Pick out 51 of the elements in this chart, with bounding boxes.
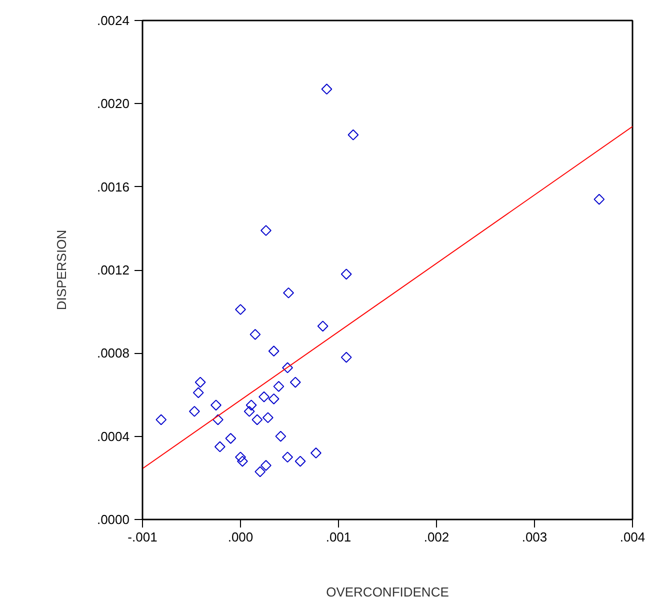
point (235, 304, 246, 315)
y-tick-label: .0000 (96, 512, 130, 527)
point (282, 362, 293, 374)
point (246, 400, 257, 411)
point (194, 376, 206, 388)
x-tick-label: .004 (620, 530, 646, 544)
point (244, 406, 255, 417)
point (262, 412, 274, 424)
y-tick-label: .0016 (96, 179, 130, 194)
point (275, 430, 286, 442)
point (268, 393, 280, 404)
point (317, 320, 328, 332)
point (214, 441, 226, 452)
x-tick-label: .003 (522, 530, 548, 544)
x-tick-label: .001 (326, 530, 352, 544)
x-tick-label: .000 (228, 530, 254, 544)
point (250, 329, 261, 340)
point (260, 460, 272, 471)
point (321, 84, 332, 95)
y-tick-label: .0024 (96, 13, 130, 28)
point (340, 352, 352, 363)
y-axis-title: DISPERSION (54, 230, 69, 310)
point (268, 346, 280, 357)
point (273, 380, 284, 392)
point (235, 452, 246, 463)
point (210, 400, 222, 411)
y-tick-label: .0008 (96, 346, 130, 361)
point (340, 268, 352, 280)
point (156, 414, 167, 426)
y-tick-label: .0012 (96, 262, 130, 278)
point (310, 448, 322, 458)
point (594, 194, 605, 205)
point (212, 414, 224, 426)
point (225, 432, 236, 444)
point (283, 287, 294, 298)
point (188, 406, 200, 417)
point (260, 225, 272, 236)
point (348, 129, 359, 140)
point (252, 414, 263, 426)
point (258, 391, 270, 402)
x-axis-title: OVERCONFIDENCE (326, 584, 450, 600)
y-tick-label: .0004 (96, 428, 130, 444)
x-tick-label: -.001 (128, 530, 158, 544)
point (282, 452, 293, 463)
point (254, 466, 266, 478)
point (290, 376, 301, 388)
point (237, 456, 248, 467)
y-tick-label: .0020 (96, 96, 130, 112)
point (192, 387, 204, 398)
point (294, 456, 306, 467)
x-tick-label: .002 (424, 530, 450, 544)
